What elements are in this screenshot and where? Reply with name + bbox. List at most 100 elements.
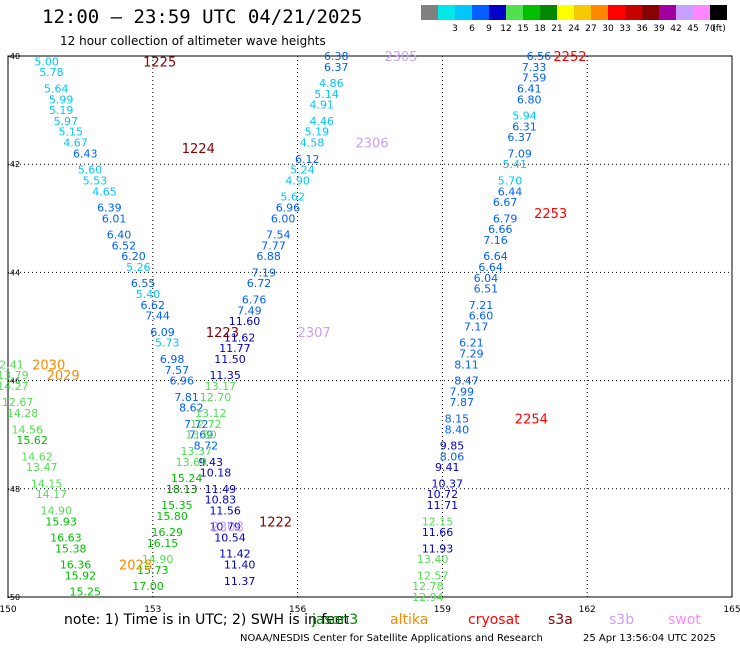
x-tick-label: 156: [289, 605, 306, 615]
legend-label: 9: [486, 24, 492, 34]
wave-height-value: 11.42: [219, 548, 251, 561]
page-subtitle: 12 hour collection of altimeter wave hei…: [60, 34, 326, 48]
wave-height-value: 6.76: [242, 293, 267, 306]
legend-label: 3: [452, 24, 458, 34]
wave-height-value: 12.57: [417, 569, 449, 582]
wave-height-value: 11.93: [422, 542, 454, 555]
wave-height-value: 12.78: [412, 580, 444, 593]
wave-height-value: 8.72: [194, 440, 219, 453]
wave-height-value: 5.60: [78, 164, 103, 177]
wave-height-value: 5.64: [44, 82, 69, 95]
pass-time-label: 2253: [534, 207, 567, 222]
wave-height-value: 4.90: [285, 174, 310, 187]
wave-height-value: 15.35: [161, 499, 193, 512]
wave-height-value: 14.90: [142, 553, 174, 566]
wave-height-value: 6.96: [170, 375, 195, 388]
pass-time-label: 2308: [211, 521, 244, 536]
wave-height-value: 10.37: [431, 477, 463, 490]
wave-height-value: 15.73: [137, 564, 169, 577]
legend-swatch: [455, 5, 472, 20]
wave-height-value: 5.62: [281, 191, 306, 204]
wave-height-value: 13.47: [26, 461, 58, 474]
pass-time-label: 1223: [206, 326, 239, 341]
wave-height-value: 10.83: [205, 494, 237, 507]
x-tick-label: 159: [434, 605, 451, 615]
satellite-label-s3a: s3a: [548, 612, 573, 628]
wave-height-value: 15.93: [45, 515, 77, 528]
wave-height-value: 6.98: [160, 353, 185, 366]
wave-height-value: 5.41: [503, 158, 528, 171]
wave-height-value: 7.72: [184, 418, 209, 431]
wave-height-value: 7.99: [449, 385, 474, 398]
wave-height-value: 6.37: [324, 61, 349, 74]
wave-height-value: 5.15: [58, 126, 83, 139]
legend-swatch: [506, 5, 523, 20]
wave-height-value: 11.66: [422, 526, 454, 539]
wave-height-value: 11.35: [209, 369, 241, 382]
legend-swatch: [710, 5, 727, 20]
x-tick-label: 162: [579, 605, 596, 615]
wave-height-value: 8.15: [445, 412, 470, 425]
wave-height-value: 6.00: [271, 212, 296, 225]
wave-height-value: 16.36: [60, 559, 92, 572]
x-tick-label: 153: [144, 605, 161, 615]
wave-height-value: 12.41: [0, 358, 24, 371]
wave-height-value: 13.37: [180, 445, 212, 458]
legend-unit: (ft): [712, 24, 726, 34]
wave-height-value: 10.18: [200, 467, 232, 480]
wave-height-value: 13.80: [185, 429, 217, 442]
wave-height-value: 6.37: [507, 131, 532, 144]
wave-height-value: 11.60: [229, 315, 261, 328]
wave-height-value: 11.49: [205, 483, 237, 496]
page-title: 12:00 — 23:59 UTC 04/21/2025: [42, 6, 363, 28]
wave-height-value: 7.77: [261, 239, 286, 252]
wave-height-value: 4.67: [63, 137, 88, 150]
legend-swatch: [608, 5, 625, 20]
wave-height-value: 8.11: [454, 358, 479, 371]
pass-time-label: 1222: [259, 515, 292, 530]
legend-label: 39: [653, 24, 665, 34]
wave-height-value: 7.19: [252, 266, 277, 279]
wave-height-value: 10.72: [427, 488, 459, 501]
legend-swatch: [676, 5, 693, 20]
wave-height-value: 14.15: [31, 477, 63, 490]
wave-height-value: 6.64: [478, 261, 503, 274]
wave-height-value: 6.67: [493, 196, 518, 209]
credit-line: NOAA/NESDIS Center for Satellite Applica…: [240, 633, 543, 644]
y-tick-label: -50: [7, 593, 20, 602]
footer-note: note: 1) Time is in UTC; 2) SWH is in fe…: [64, 612, 350, 628]
wave-height-value: 6.04: [474, 272, 499, 285]
wave-height-value: 5.00: [34, 55, 59, 68]
wave-height-value: 14.17: [36, 488, 68, 501]
satellite-label-jason3: jason3: [312, 612, 359, 628]
wave-height-value: 5.40: [136, 288, 161, 301]
pass-time-label: 2305: [384, 50, 417, 65]
wave-height-value: 12.72: [190, 418, 222, 431]
wave-height-value: 11.71: [427, 499, 459, 512]
wave-height-value: 6.80: [517, 93, 542, 106]
pass-time-label: 2307: [298, 326, 331, 341]
legend-label: 24: [568, 24, 580, 34]
wave-height-value: 11.50: [214, 353, 246, 366]
wave-height-value: 6.40: [107, 229, 132, 242]
wave-height-value: 4.46: [309, 115, 334, 128]
satellite-label-s3b: s3b: [609, 612, 635, 628]
wave-height-value: 6.39: [97, 201, 122, 214]
wave-height-value: 8.47: [454, 375, 479, 388]
wave-height-value: 15.25: [69, 586, 101, 599]
x-tick-label: 150: [0, 605, 17, 615]
wave-height-value: 6.09: [150, 326, 175, 339]
wave-height-value: 9.43: [198, 456, 223, 469]
wave-height-value: 6.44: [498, 185, 523, 198]
wave-height-value: 6.55: [131, 277, 156, 290]
wave-height-value: 6.38: [324, 50, 349, 63]
wave-height-value: 6.21: [459, 337, 484, 350]
wave-height-value: 6.88: [256, 250, 281, 263]
pass-time-label: 1225: [143, 55, 176, 70]
legend-swatch: [642, 5, 659, 20]
wave-height-value: 6.79: [493, 212, 518, 225]
legend-swatch: [472, 5, 489, 20]
legend-label: 18: [534, 24, 546, 34]
wave-height-value: 5.70: [498, 174, 523, 187]
